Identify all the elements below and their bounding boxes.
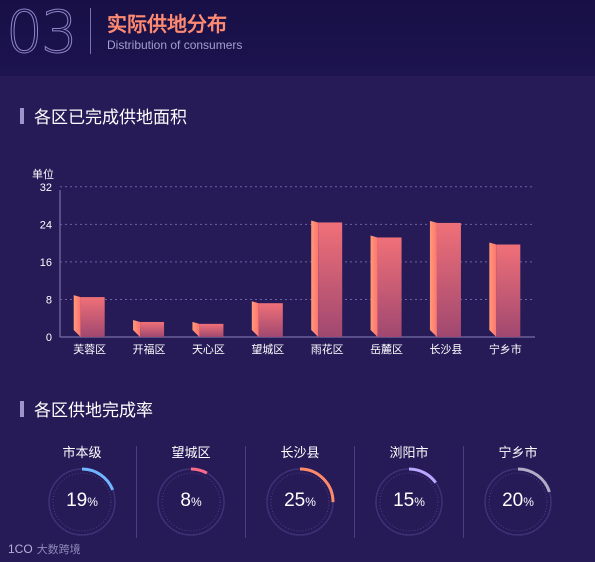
x-tick-label: 岳麓区 bbox=[370, 343, 403, 356]
x-tick-label: 宁乡市 bbox=[489, 342, 522, 356]
section-title-text: 各区已完成供地面积 bbox=[34, 108, 187, 128]
gauge-progress-arc bbox=[265, 467, 335, 537]
gauge-ring bbox=[265, 467, 335, 537]
x-tick-label: 雨花区 bbox=[311, 343, 344, 356]
page-header: 03 实际供地分布 Distribution of consumers bbox=[0, 0, 595, 76]
section-title-rate: 各区供地完成率 bbox=[20, 396, 153, 421]
gauge-value: 15% bbox=[355, 490, 463, 512]
gauge-value: 20% bbox=[464, 490, 572, 512]
x-tick-label: 长沙县 bbox=[429, 343, 462, 356]
gauge-divider bbox=[245, 446, 246, 538]
page-subtitle: Distribution of consumers bbox=[107, 38, 243, 52]
y-tick-label: 16 bbox=[40, 257, 52, 269]
section-title-area: 各区已完成供地面积 bbox=[20, 103, 187, 128]
gauge-divider bbox=[463, 446, 464, 538]
y-tick-label: 8 bbox=[46, 294, 52, 306]
gauge-value-unit: % bbox=[414, 495, 425, 509]
bar-side bbox=[370, 235, 378, 337]
gauge-inner-ring bbox=[270, 472, 330, 532]
gauge-ring bbox=[483, 467, 553, 537]
gauge-progress-arc bbox=[483, 467, 553, 537]
gauge-progress-arc bbox=[47, 467, 117, 537]
x-tick-label: 芙蓉区 bbox=[73, 342, 106, 356]
gauge-value-unit: % bbox=[87, 495, 98, 509]
gauge-item: 宁乡市 20% bbox=[464, 440, 572, 540]
gauge-inner-ring bbox=[161, 472, 221, 532]
bar bbox=[311, 220, 343, 337]
y-tick-label: 24 bbox=[40, 219, 52, 231]
gauge-ring bbox=[47, 467, 117, 537]
y-tick-label: 0 bbox=[46, 332, 52, 344]
gauge-value-unit: % bbox=[305, 495, 316, 509]
bar-front bbox=[258, 303, 283, 337]
section-number: 03 bbox=[6, 0, 79, 66]
gauge-value-number: 8 bbox=[180, 490, 191, 511]
gauge-item: 市本级 19% bbox=[28, 440, 136, 540]
bar-side bbox=[251, 301, 259, 337]
x-tick-label: 天心区 bbox=[192, 343, 225, 356]
bar bbox=[133, 319, 165, 337]
y-tick-label: 32 bbox=[40, 182, 52, 194]
gauge-label: 宁乡市 bbox=[498, 446, 538, 461]
gauge-row: 市本级 19% 望城区 8% 长沙县 25% 浏阳市 15% 宁乡市 20% bbox=[28, 440, 576, 550]
gauge-inner-ring bbox=[379, 472, 439, 532]
gauge-value-number: 19 bbox=[66, 490, 88, 511]
bar-side bbox=[311, 220, 319, 337]
section-title-text: 各区供地完成率 bbox=[34, 401, 153, 421]
bar bbox=[370, 235, 402, 337]
gauge-value: 8% bbox=[137, 490, 245, 512]
bar-side bbox=[133, 319, 141, 337]
gauge-progress-arc bbox=[156, 467, 226, 537]
gauge-label: 浏阳市 bbox=[389, 446, 429, 461]
bar bbox=[192, 321, 224, 337]
gauge-item: 长沙县 25% bbox=[246, 440, 354, 540]
gauge-label: 长沙县 bbox=[280, 446, 320, 461]
x-tick-label: 望城区 bbox=[251, 343, 284, 356]
gauge-value-number: 15 bbox=[393, 490, 415, 511]
bar-front bbox=[199, 323, 224, 337]
gauge-item: 浏阳市 15% bbox=[355, 440, 463, 540]
gauge-divider bbox=[136, 446, 137, 538]
gauge-value-number: 25 bbox=[284, 490, 306, 511]
gauge-value: 19% bbox=[28, 490, 136, 512]
bar-side bbox=[429, 220, 437, 337]
gauge-ring bbox=[156, 467, 226, 537]
page-title: 实际供地分布 bbox=[107, 12, 227, 36]
bar-side bbox=[489, 242, 497, 337]
bar bbox=[251, 301, 283, 337]
bar-front bbox=[80, 297, 105, 337]
gauge-value-unit: % bbox=[190, 495, 202, 509]
gauge-ring bbox=[374, 467, 444, 537]
gauge-item: 望城区 8% bbox=[137, 440, 245, 540]
bar bbox=[489, 242, 521, 337]
bar-side bbox=[73, 295, 81, 337]
gauge-value: 25% bbox=[246, 490, 354, 512]
section-marker bbox=[20, 107, 24, 124]
bar-front bbox=[496, 244, 521, 337]
watermark-text: 大数跨境 bbox=[36, 543, 81, 556]
gauge-divider bbox=[354, 446, 355, 538]
bar-front bbox=[377, 237, 402, 337]
gauge-value-number: 20 bbox=[502, 490, 524, 511]
bar-front bbox=[436, 222, 461, 337]
gauge-label: 望城区 bbox=[171, 446, 211, 461]
header-divider bbox=[90, 8, 91, 54]
section-marker bbox=[20, 400, 24, 417]
gauge-label: 市本级 bbox=[62, 446, 102, 461]
gauge-progress-arc bbox=[374, 467, 444, 537]
gauge-inner-ring bbox=[488, 472, 548, 532]
bar-chart: 单位 0 8 16 24 32 芙蓉区 开福区 天心区 望城区 雨花区 岳麓区 长沙县 宁乡市 bbox=[32, 167, 535, 356]
gauge-value-unit: % bbox=[523, 495, 534, 509]
y-axis-label: 单位 bbox=[32, 167, 54, 181]
bar-front bbox=[318, 222, 343, 337]
bar-front bbox=[140, 321, 165, 337]
x-tick-label: 开福区 bbox=[133, 342, 166, 356]
bar-side bbox=[192, 321, 200, 337]
watermark: 1CO 大数跨境 bbox=[8, 541, 81, 557]
watermark-logo: 1CO bbox=[8, 542, 33, 556]
bar bbox=[73, 295, 105, 337]
gauge-inner-ring bbox=[52, 472, 112, 532]
bar bbox=[429, 220, 461, 337]
